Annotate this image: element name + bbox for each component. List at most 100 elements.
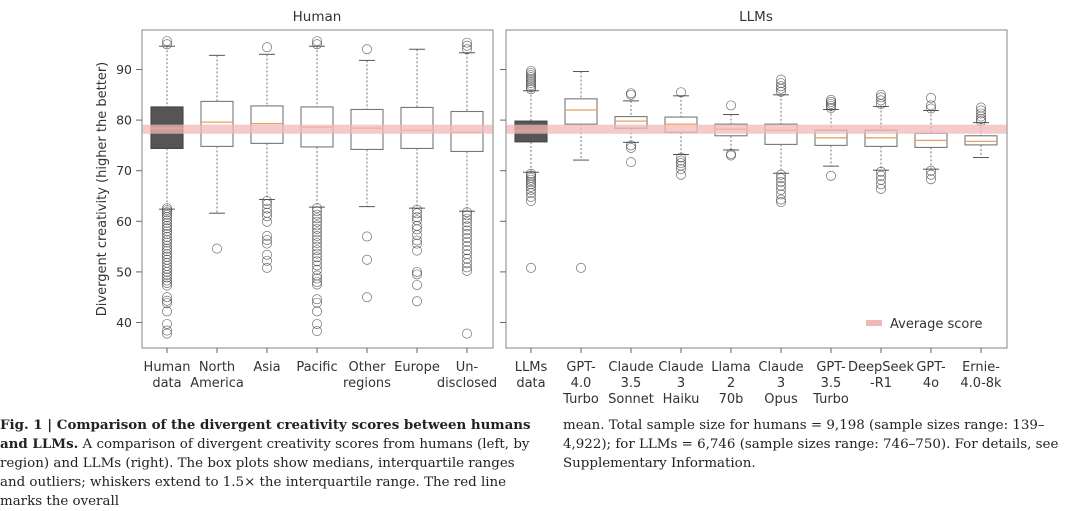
outlier-point [412, 212, 422, 223]
outlier-point [412, 245, 422, 256]
outlier-point [312, 213, 322, 224]
x-tick-label: Llama [711, 360, 750, 375]
x-tick-label: Human [144, 360, 191, 375]
outlier-point [312, 234, 322, 245]
outlier-point [726, 100, 736, 111]
outlier-point [162, 205, 172, 216]
outlier-point [162, 209, 172, 220]
outlier-point [262, 238, 272, 249]
outlier-point [262, 199, 272, 210]
outlier-point [312, 306, 322, 317]
outlier-point [526, 176, 536, 187]
outlier-point [312, 227, 322, 238]
outlier-point [462, 225, 472, 236]
outlier-point [162, 246, 172, 257]
outlier-point [526, 168, 536, 179]
outlier-point [576, 262, 586, 273]
x-tick-label: data [516, 376, 545, 391]
box-iqr [200, 100, 234, 147]
panel-title-llms: LLMs [739, 9, 773, 25]
outlier-point [162, 223, 172, 234]
legend-label-average: Average score [890, 317, 982, 332]
outlier-point [262, 196, 272, 207]
outlier-point [462, 40, 472, 51]
caption-body-right: mean. Total sample size for humans = 9,1… [563, 418, 1059, 471]
outlier-point [776, 197, 786, 208]
outlier-point [262, 211, 272, 222]
outlier-point [162, 292, 172, 303]
outlier-point [262, 231, 272, 241]
outlier-point [412, 269, 422, 280]
outlier-point [162, 235, 172, 245]
outlier-point [526, 188, 536, 198]
outlier-point [262, 255, 272, 266]
outlier-point [412, 235, 422, 246]
outlier-point [976, 108, 986, 119]
box-deepseek-r1: DeepSeek-R1 [848, 89, 914, 391]
outlier-point [462, 253, 472, 264]
x-tick-label: Claude [608, 360, 653, 375]
x-tick-label: Asia [253, 360, 280, 375]
outlier-point [462, 233, 472, 243]
outlier-point [162, 249, 172, 260]
outlier-point [876, 179, 886, 190]
outlier-point [312, 264, 322, 275]
outlier-point [976, 114, 986, 125]
x-tick-label: 70b [719, 392, 744, 407]
outlier-point [676, 158, 686, 169]
outlier-point [312, 39, 322, 50]
outlier-point [526, 84, 536, 95]
outlier-point [162, 278, 172, 288]
outlier-point [312, 279, 322, 290]
panel-title-human: Human [293, 9, 342, 25]
outlier-point [876, 166, 886, 177]
outlier-point [312, 319, 322, 329]
outlier-point [162, 212, 172, 223]
outlier-point [412, 238, 422, 249]
outlier-point [776, 173, 786, 184]
box-ernie-4-0-8k: Ernie-4.0-8k [960, 102, 1002, 391]
outlier-point [412, 296, 422, 307]
outlier-point [926, 103, 936, 114]
box-iqr [564, 98, 598, 125]
figure-caption-right: mean. Total sample size for humans = 9,1… [563, 416, 1078, 473]
outlier-point [162, 240, 172, 251]
outlier-point [312, 256, 322, 267]
outlier-point [162, 263, 172, 274]
outlier-point [462, 37, 472, 48]
y-tick-label-70: 70 [116, 163, 132, 178]
outlier-point [826, 103, 836, 113]
outlier-point [826, 170, 836, 181]
outlier-point [526, 170, 536, 181]
outlier-point [412, 204, 422, 215]
outlier-point [312, 277, 322, 287]
outlier-point [312, 36, 322, 47]
outlier-point [262, 216, 272, 227]
caption-fig-label: Fig. 1 | [0, 417, 57, 433]
outlier-point [462, 44, 472, 55]
outlier-point [676, 152, 686, 163]
outlier-point [312, 252, 322, 263]
outlier-point [976, 105, 986, 116]
outlier-point [162, 295, 172, 306]
caption-title: Comparison of the divergent creativity s… [0, 417, 531, 452]
outlier-point [626, 89, 636, 100]
outlier-point [462, 210, 472, 221]
x-tick-label: Un- [456, 360, 479, 375]
outlier-point [826, 100, 836, 111]
outlier-point [162, 39, 172, 50]
outlier-point [526, 76, 536, 87]
x-tick-label: Other [349, 360, 387, 375]
outlier-point [626, 142, 636, 153]
outlier-point [776, 81, 786, 92]
outlier-point [776, 176, 786, 187]
outlier-point [262, 249, 272, 260]
outlier-point [526, 192, 536, 202]
